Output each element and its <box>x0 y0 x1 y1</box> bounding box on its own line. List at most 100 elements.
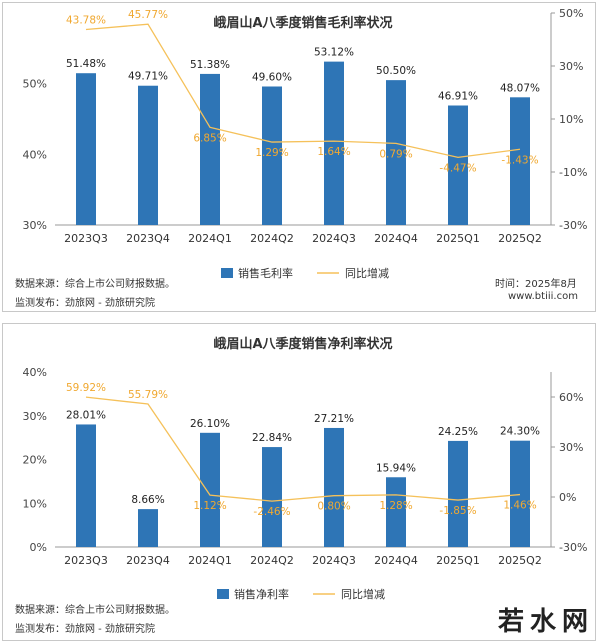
bar <box>262 447 282 547</box>
yoy-value-label: 1.12% <box>193 500 226 512</box>
data-source-note: 数据来源：综合上市公司财报数据。 <box>15 605 175 616</box>
bar <box>510 97 530 225</box>
x-tick-label: 2025Q2 <box>498 232 542 245</box>
bar <box>138 509 158 547</box>
yoy-value-label: 1.64% <box>317 146 350 158</box>
bar <box>448 440 468 547</box>
bar-value-label: 26.10% <box>190 418 230 430</box>
bar <box>386 80 406 225</box>
yoy-value-label: -4.47% <box>439 162 476 174</box>
bar <box>448 105 468 225</box>
bar-value-label: 51.48% <box>66 58 106 70</box>
y-left-tick-label: 40% <box>23 366 47 379</box>
y-right-tick-label: 60% <box>559 391 583 404</box>
bar <box>386 477 406 547</box>
bar-value-label: 28.01% <box>66 409 106 421</box>
y-left-tick-label: 20% <box>23 454 47 467</box>
x-tick-label: 2024Q2 <box>250 232 294 245</box>
yoy-series-line <box>85 23 521 159</box>
bar <box>262 86 282 225</box>
y-right-tick-label: 30% <box>559 60 583 73</box>
yoy-value-label: -1.43% <box>501 154 538 166</box>
y-left-tick-label: 10% <box>23 497 47 510</box>
data-source-note: 数据来源：综合上市公司财报数据。 <box>15 279 175 290</box>
bar <box>324 427 344 547</box>
yoy-series-line <box>85 396 521 502</box>
y-right-tick-label: 50% <box>559 7 583 20</box>
x-tick-label: 2025Q2 <box>498 554 542 567</box>
gross-margin-chart-svg: 峨眉山A八季度销售毛利率状况 30% 40% 50% -30% -10% 10% 30% 50%… <box>23 7 588 280</box>
yoy-value-label: 45.77% <box>128 9 168 21</box>
y-right-tick-label: -30% <box>559 541 587 554</box>
bar-value-label: 15.94% <box>376 462 416 474</box>
x-tick-label: 2024Q1 <box>188 554 232 567</box>
y-right-tick-label: 10% <box>559 113 583 126</box>
bar <box>76 73 96 225</box>
yoy-value-label: 59.92% <box>66 382 106 394</box>
chart-title: 峨眉山A八季度销售毛利率状况 <box>213 15 392 31</box>
y-left-tick-label: 30% <box>23 410 47 423</box>
y-right-tick-label: -30% <box>559 219 587 232</box>
publisher-note: 监测发布：劲旅网 - 劲旅研究院 <box>15 624 155 635</box>
x-tick-label: 2024Q3 <box>312 232 356 245</box>
yoy-value-label: 1.46% <box>503 500 536 512</box>
yoy-value-label: 0.80% <box>317 501 350 513</box>
chart-panel-net-margin: 峨眉山A八季度销售净利率状况 0% 10% 20% 30% 40% -30% 0% 30% 60%… <box>2 323 596 641</box>
legend-line-label: 同比增减 <box>345 266 389 280</box>
y-left-tick-label: 0% <box>30 541 47 554</box>
chart-title: 峨眉山A八季度销售净利率状况 <box>213 336 392 352</box>
bar <box>200 432 220 547</box>
legend-bar-label: 销售毛利率 <box>238 266 293 280</box>
yoy-value-label: 1.28% <box>379 500 412 512</box>
bar-value-label: 22.84% <box>252 432 292 444</box>
bar <box>200 73 220 225</box>
y-right-tick-label: 30% <box>559 441 583 454</box>
bar-value-label: 50.50% <box>376 65 416 77</box>
yoy-value-label: 6.85% <box>193 132 226 144</box>
y-left-tick-label: 50% <box>23 78 47 91</box>
x-tick-label: 2025Q1 <box>436 232 480 245</box>
bar-value-label: 49.60% <box>252 71 292 83</box>
y-left-tick-label: 40% <box>23 148 47 161</box>
chart-panel-gross-margin: 峨眉山A八季度销售毛利率状况 30% 40% 50% -30% -10% 10% 30% 50%… <box>2 2 596 312</box>
bar-value-label: 49.71% <box>128 71 168 83</box>
x-tick-label: 2023Q4 <box>126 232 170 245</box>
bar <box>324 61 344 225</box>
watermark-logo: 若水网 <box>497 607 594 637</box>
yoy-value-label: -2.46% <box>253 506 290 518</box>
bar-value-label: 24.25% <box>438 426 478 438</box>
yoy-value-label: 1.29% <box>255 147 288 159</box>
legend-bar-swatch <box>221 268 233 278</box>
bar <box>138 85 158 225</box>
bar-value-label: 48.07% <box>500 82 540 94</box>
yoy-value-label: 0.79% <box>379 148 412 160</box>
x-tick-label: 2024Q1 <box>188 232 232 245</box>
legend-bar-swatch <box>217 589 229 599</box>
bar-value-label: 24.30% <box>500 426 540 438</box>
bar-value-label: 8.66% <box>131 494 164 506</box>
bar <box>510 440 530 547</box>
yoy-value-label: -1.85% <box>439 505 476 517</box>
net-margin-chart-svg: 峨眉山A八季度销售净利率状况 0% 10% 20% 30% 40% -30% 0% 30% 60%… <box>23 336 588 601</box>
publisher-note: 监测发布：劲旅网 - 劲旅研究院 <box>15 298 155 309</box>
yoy-value-label: 55.79% <box>128 389 168 401</box>
time-note: 时间：2025年8月 <box>495 279 577 290</box>
bar-value-label: 53.12% <box>314 47 354 59</box>
x-tick-label: 2025Q1 <box>436 554 480 567</box>
bar-value-label: 27.21% <box>314 413 354 425</box>
yoy-value-label: 43.78% <box>66 14 106 26</box>
x-tick-label: 2024Q3 <box>312 554 356 567</box>
y-right-tick-label: 0% <box>559 491 576 504</box>
legend-bar-label: 销售净利率 <box>234 587 289 601</box>
y-right-tick-label: -10% <box>559 166 587 179</box>
x-tick-label: 2023Q3 <box>64 554 108 567</box>
bar-value-label: 51.38% <box>190 59 230 71</box>
legend-line-label: 同比增减 <box>341 587 385 601</box>
x-tick-label: 2024Q4 <box>374 554 418 567</box>
y-left-tick-label: 30% <box>23 219 47 232</box>
bar-value-label: 46.91% <box>438 91 478 103</box>
x-tick-label: 2023Q4 <box>126 554 170 567</box>
bar <box>76 424 96 547</box>
x-tick-label: 2023Q3 <box>64 232 108 245</box>
x-tick-label: 2024Q4 <box>374 232 418 245</box>
